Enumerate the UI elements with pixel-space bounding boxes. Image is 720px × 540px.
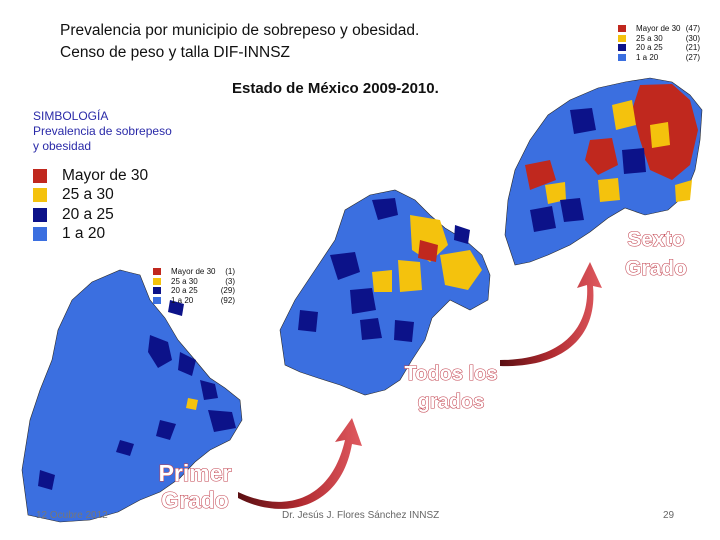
map-legend-row: 25 a 30 (3) — [153, 277, 235, 287]
map-legend-swatch — [153, 297, 161, 305]
map-primer-grado — [21, 269, 243, 523]
map-legend-row: 20 a 25 (21) — [618, 43, 700, 53]
map-legend-row: Mayor de 30 (47) — [618, 24, 700, 34]
map-sexto-grado — [504, 77, 703, 266]
slide-title: Prevalencia por municipio de sobrepeso y… — [60, 20, 500, 64]
map-legend-swatch — [618, 54, 626, 62]
legend-label: 1 a 20 — [62, 225, 106, 243]
map-legend-row: 1 a 20 (27) — [618, 53, 700, 63]
main-legend: Mayor de 30 25 a 30 20 a 25 1 a 20 — [33, 166, 148, 244]
map-legend-label: 1 a 20 — [636, 52, 659, 62]
title-line-1: Prevalencia por municipio de sobrepeso y… — [60, 22, 420, 39]
map-legend-swatch — [153, 287, 161, 295]
map-legend-count: (21) — [685, 43, 700, 53]
map-legend-primer: Mayor de 30 (1) 25 a 30 (3) 20 a 25 (29)… — [153, 267, 235, 305]
page-number: 29 — [663, 510, 675, 521]
map-legend-label: Mayor de 30 — [171, 267, 216, 276]
legend-swatch-red — [33, 168, 47, 183]
legend-label: Mayor de 30 — [62, 166, 149, 184]
footer-date: 12 Ocubre 2012 — [36, 510, 108, 521]
map-legend-row: 20 a 25 (29) — [153, 286, 235, 296]
map-legend-label: 1 a 20 — [171, 295, 194, 305]
map-legend-label: 25 a 30 — [171, 276, 198, 286]
legend-swatch-dark-blue — [33, 207, 47, 222]
legend-swatch-yellow — [33, 188, 47, 203]
legend-swatch-light-blue — [33, 227, 47, 242]
map-legend-count: (29) — [220, 286, 235, 296]
map-legend-count: (3) — [225, 276, 235, 286]
map-todos-los-grados — [279, 189, 491, 396]
map-legend-sexto: Mayor de 30 (47) 25 a 30 (30) 20 a 25 (2… — [618, 24, 700, 62]
legend-item: 20 a 25 — [33, 205, 148, 225]
label-sexto-grado: Sexto Grado — [625, 227, 688, 280]
legend-item: 25 a 30 — [33, 186, 148, 206]
legend-item: Mayor de 30 — [33, 166, 148, 186]
map-legend-swatch — [618, 25, 626, 33]
legend-label: 25 a 30 — [62, 186, 114, 204]
map-legend-count: (1) — [225, 267, 235, 276]
simbologia-heading: SIMBOLOGÍA — [33, 109, 109, 123]
legend-label: 20 a 25 — [62, 205, 114, 223]
title-line-2: Censo de peso y talla DIF-INNSZ — [60, 44, 291, 61]
map-legend-label: Mayor de 30 — [636, 24, 681, 33]
map-legend-label: 20 a 25 — [636, 43, 663, 53]
map-legend-swatch — [153, 277, 161, 285]
map-legend-swatch — [618, 44, 626, 52]
simbologia-description: Prevalencia de sobrepeso y obesidad — [33, 124, 172, 153]
map-legend-row: 25 a 30 (30) — [618, 34, 700, 44]
map-legend-swatch — [153, 268, 161, 276]
label-todos-los-grados: Todos los grados — [404, 362, 498, 413]
map-legend-swatch — [618, 34, 626, 42]
map-legend-label: 20 a 25 — [171, 286, 198, 296]
map-legend-label: 25 a 30 — [636, 33, 663, 43]
simbologia-block: SIMBOLOGÍA Prevalencia de sobrepeso y ob… — [33, 109, 173, 154]
arrow-todos-to-sexto — [500, 262, 602, 367]
legend-item: 1 a 20 — [33, 225, 148, 245]
map-legend-count: (27) — [685, 52, 700, 62]
slide-subtitle: Estado de México 2009-2010. — [232, 80, 439, 97]
map-legend-row: Mayor de 30 (1) — [153, 267, 235, 277]
label-primer-grado: Primer Grado — [158, 459, 232, 513]
map-legend-row: 1 a 20 (92) — [153, 296, 235, 306]
map-legend-count: (30) — [685, 33, 700, 43]
footer-author: Dr. Jesús J. Flores Sánchez INNSZ — [282, 510, 440, 521]
arrow-primer-to-todos — [238, 418, 362, 509]
map-legend-count: (92) — [220, 295, 235, 305]
map-legend-count: (47) — [685, 24, 700, 33]
